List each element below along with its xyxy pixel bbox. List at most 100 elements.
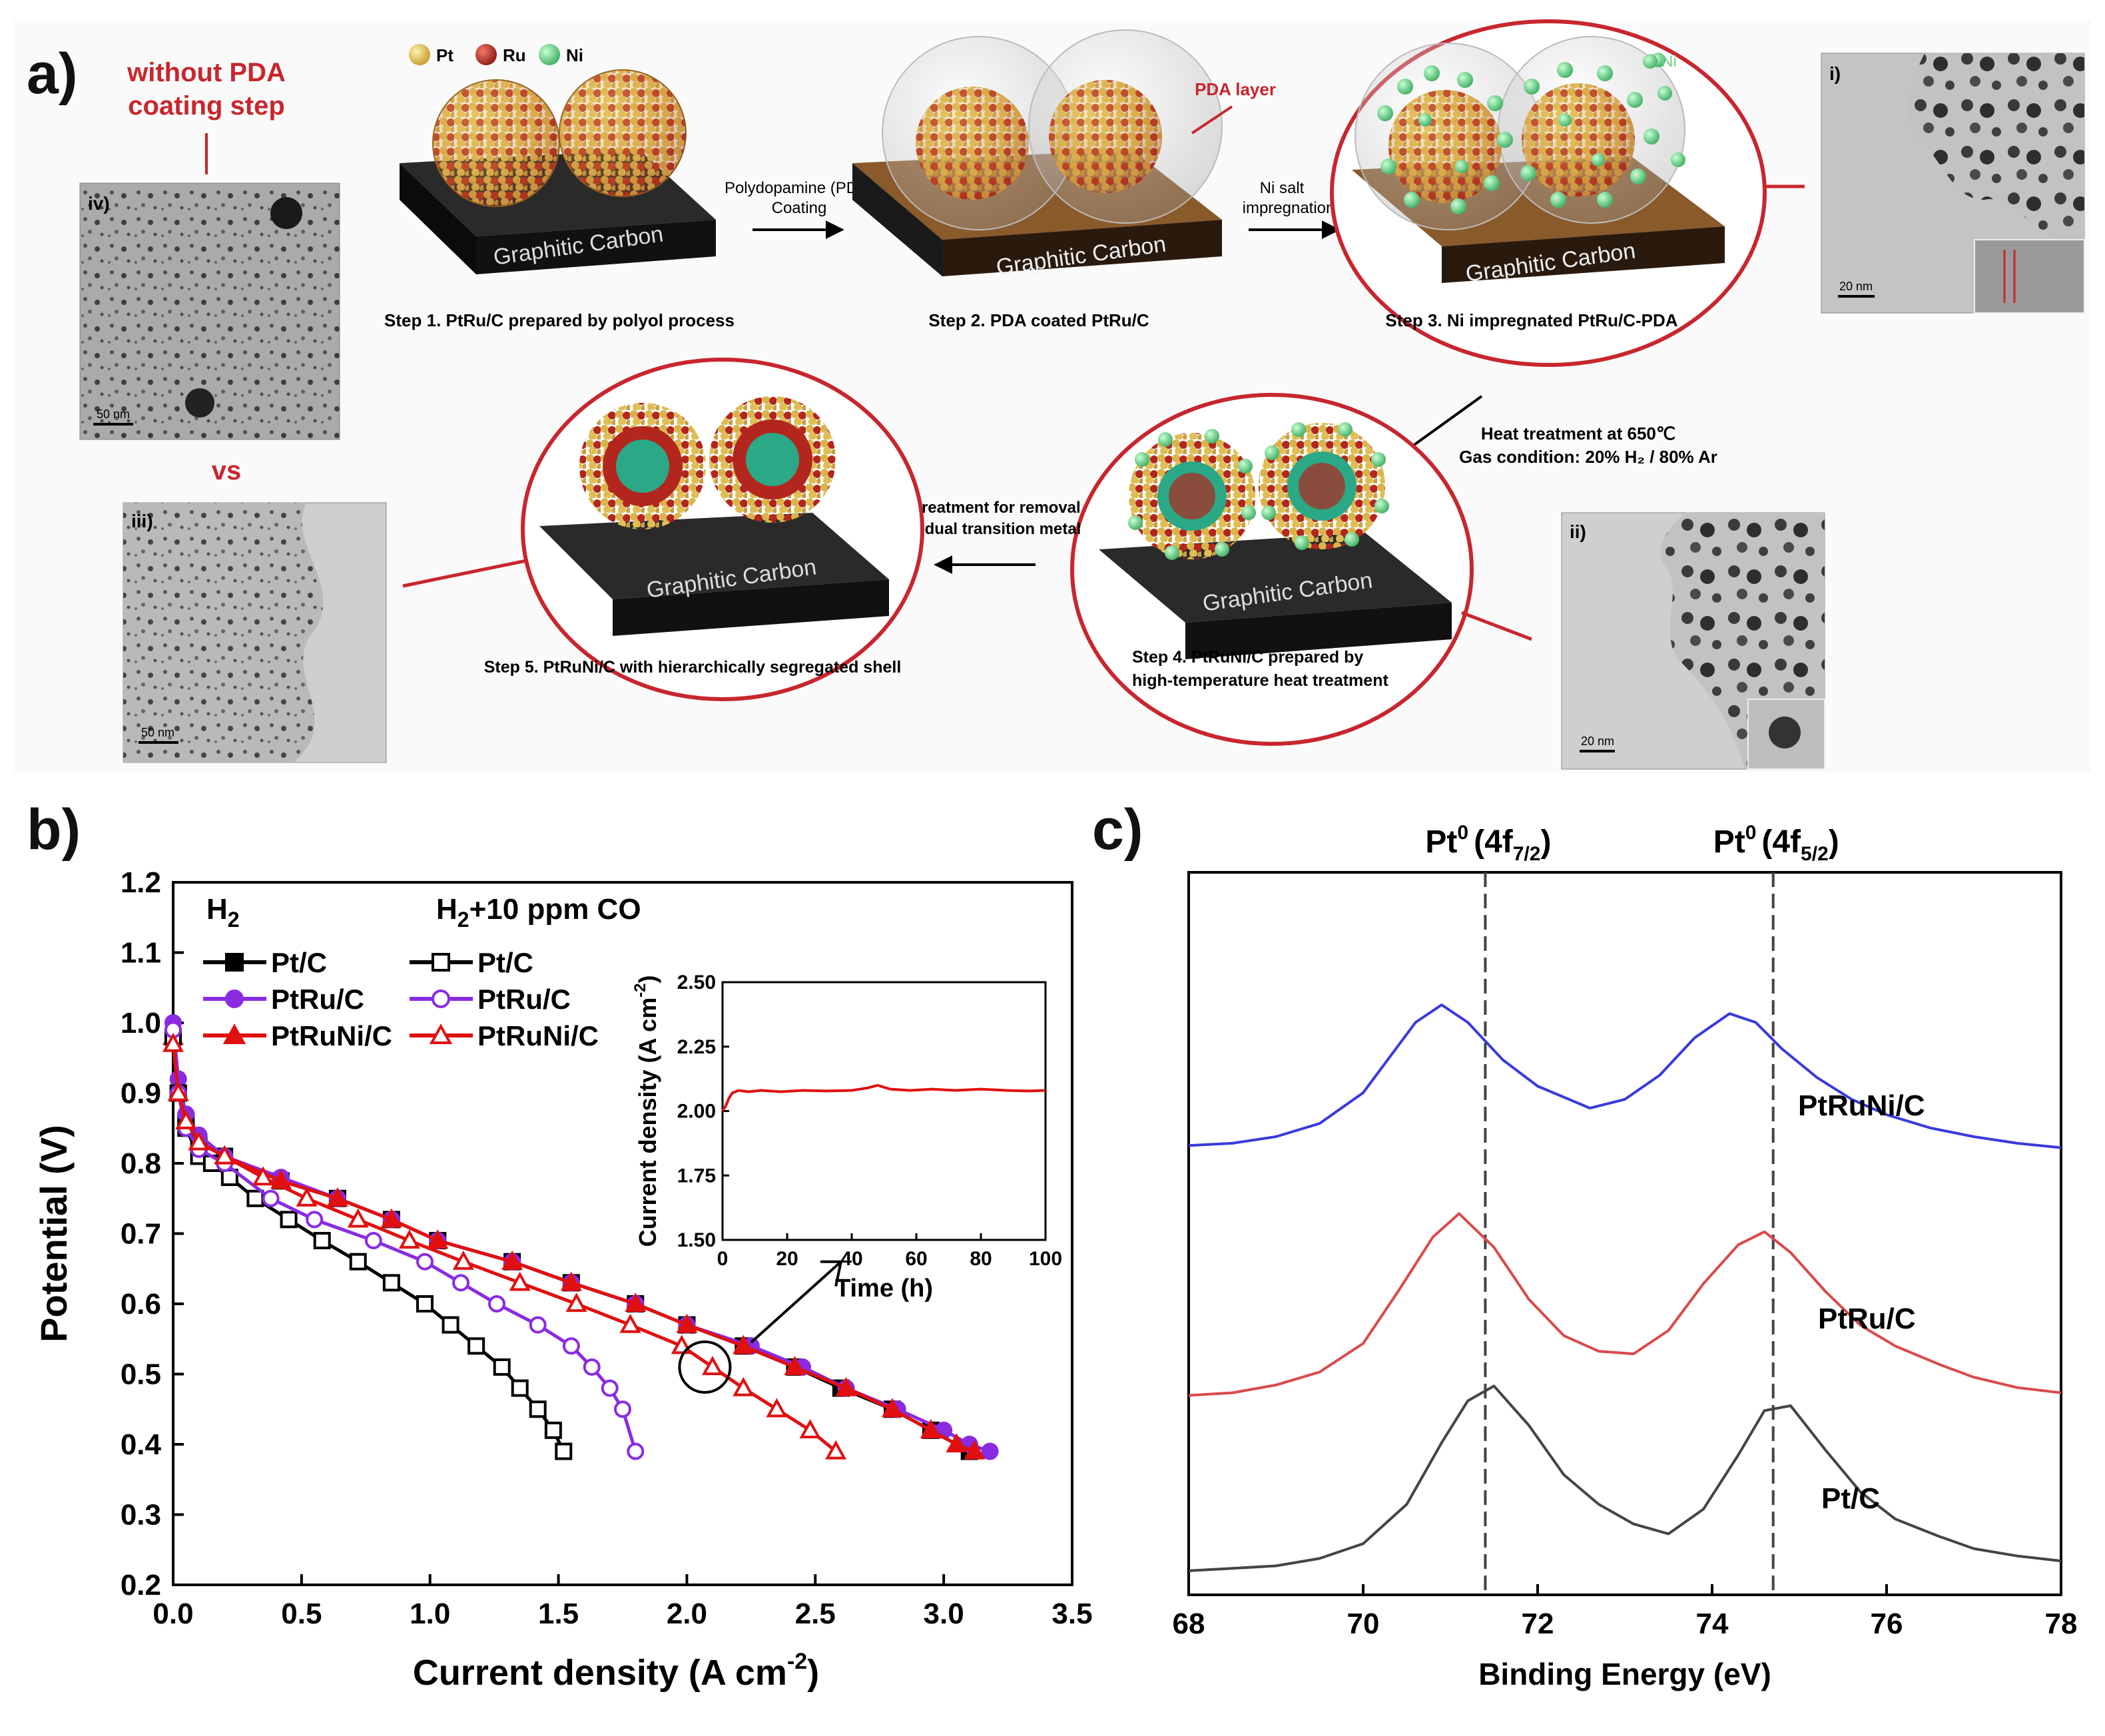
legend-ni: Ni [566, 45, 583, 65]
tem-iv-scale: 50 nm [97, 408, 130, 421]
c-x-axis-label: Binding Energy (eV) [1478, 1657, 1771, 1691]
step1-illustration: Graphitic Carbon [400, 69, 716, 274]
b-data-point [188, 1131, 210, 1151]
c-x-tick-label: 78 [2045, 1607, 2078, 1640]
step1-caption: Step 1. PtRu/C prepared by polyol proces… [384, 310, 735, 330]
b-inset-y-tick-label: 2.50 [677, 972, 716, 994]
c-peak2-label: Pt0 (4f5/2) [1713, 822, 1839, 865]
b-x-tick-label: 0.5 [281, 1597, 322, 1630]
b-inset-x-label: Time (h) [835, 1275, 933, 1302]
b-data-point [555, 1442, 573, 1460]
b-inset-x-tick-label: 100 [1029, 1248, 1062, 1270]
b-inset-x-tick-label: 80 [970, 1248, 992, 1270]
b-y-tick-label: 1.2 [121, 866, 161, 899]
b-data-point [380, 1208, 402, 1228]
c-series-label: PtRu/C [1818, 1302, 1916, 1335]
b-x-tick-label: 1.0 [410, 1597, 450, 1630]
step2-caption: Step 2. PDA coated PtRu/C [928, 310, 1149, 330]
b-x-tick-label: 1.5 [538, 1597, 579, 1630]
b-data-point [416, 1253, 434, 1271]
panel-a-letter: a) [27, 42, 77, 106]
b-legend-marker [432, 990, 450, 1008]
b-data-point [784, 1356, 806, 1376]
b-data-point [167, 1081, 189, 1101]
b-data-point [280, 1211, 298, 1229]
without-pda-label-2: coating step [128, 91, 285, 121]
b-data-point [733, 1376, 754, 1396]
b-legend-label: PtRuNi/C [477, 1020, 599, 1051]
b-data-point [560, 1271, 582, 1291]
c-x-tick-label: 74 [1696, 1607, 1729, 1640]
b-data-point [529, 1400, 547, 1418]
b-data-point [625, 1293, 647, 1312]
b-legend-label: PtRuNi/C [271, 1020, 392, 1051]
ni-label: Ni [1661, 53, 1677, 71]
b-data-point [509, 1271, 531, 1291]
b-data-point [614, 1400, 631, 1418]
b-y-tick-label: 0.5 [121, 1358, 161, 1391]
b-y-tick-label: 1.0 [121, 1007, 161, 1039]
step5-illustration: Graphitic Carbon [521, 358, 924, 701]
b-series-ptrunic-co [162, 1032, 847, 1460]
b-data-point [427, 1229, 449, 1249]
b-inset-x-tick-label: 40 [840, 1248, 862, 1270]
b-y-tick-label: 0.2 [121, 1569, 161, 1601]
b-inset-y-tick-label: 1.75 [677, 1165, 716, 1187]
b-data-point [175, 1109, 197, 1129]
b-data-point [442, 1316, 459, 1334]
b-inset-x-tick-label: 0 [717, 1248, 729, 1270]
pda-layer-label: PDA layer [1195, 79, 1276, 99]
c-x-tick-label: 68 [1173, 1607, 1205, 1640]
tem-i-id: i) [1829, 63, 1841, 84]
b-inset-series-line [721, 1083, 1046, 1112]
b-data-point [326, 1187, 348, 1207]
b-data-point [733, 1334, 754, 1354]
b-data-point [347, 1208, 369, 1228]
b-data-point [214, 1145, 236, 1165]
b-legend-co-title: H2+10 ppm CO [436, 893, 641, 932]
b-data-point [511, 1379, 529, 1397]
b-data-point [488, 1295, 505, 1312]
b-data-point [601, 1379, 619, 1397]
tem-iv-id: iv) [88, 193, 110, 214]
c-series-line [1188, 1212, 2062, 1397]
arrow2-label-2: impregnation [1243, 199, 1335, 217]
c-series-line [1188, 1004, 2062, 1149]
b-callout-arrowhead [820, 1260, 843, 1287]
b-data-point [313, 1232, 331, 1250]
b-legend-marker [222, 1023, 246, 1045]
step3-caption: Step 3. Ni impregnated PtRu/C-PDA [1385, 310, 1677, 330]
b-data-point [627, 1442, 645, 1460]
tem-ii-scale: 20 nm [1581, 734, 1614, 748]
tem-iii-id: iii) [131, 511, 153, 531]
heat-label: Heat treatment at 650℃ [1481, 424, 1675, 443]
b-data-point [416, 1295, 434, 1312]
b-x-tick-label: 0.0 [152, 1597, 193, 1630]
b-data-point [364, 1232, 382, 1250]
b-data-point [964, 1440, 986, 1460]
b-inset-y-tick-label: 2.25 [677, 1036, 716, 1058]
b-x-tick-label: 3.5 [1052, 1597, 1092, 1630]
b-data-point [881, 1398, 904, 1418]
b-inset-y-tick-label: 2.00 [677, 1101, 716, 1123]
b-legend-marker [429, 1023, 453, 1045]
panel-b-chart: b) 0.0 0.5 1.0 1.5 2.0 2.5 3.0 3.5 0.2 0.3 0.4 0.5 0… [27, 798, 1092, 1693]
legend-pt: Pt [436, 45, 453, 65]
step4-caption-2: high-temperature heat treatment [1132, 671, 1388, 690]
b-data-point [398, 1229, 420, 1249]
c-plot-frame [1187, 871, 2062, 1596]
b-data-point [562, 1337, 580, 1355]
b-inset-x-tick-label: 60 [905, 1248, 927, 1270]
b-y-tick-label: 0.9 [121, 1077, 161, 1110]
b-data-point [825, 1440, 847, 1460]
c-series-label: PtRuNi/C [1798, 1089, 1925, 1122]
heat-label-2: Gas condition: 20% H₂ / 80% Ar [1459, 447, 1717, 467]
b-data-point [565, 1293, 587, 1312]
step4-caption: Step 4. PtRuNi/C prepared by [1132, 648, 1363, 667]
b-legend-h2-title: H2 [206, 893, 240, 932]
b-callout-circle [678, 1340, 732, 1394]
c-x-tick-label: 70 [1347, 1607, 1380, 1640]
b-inset-y-tick-label: 1.50 [677, 1229, 716, 1251]
step2-illustration: Graphitic Carbon [852, 29, 1223, 280]
arrow2-label: Ni salt [1260, 179, 1305, 197]
